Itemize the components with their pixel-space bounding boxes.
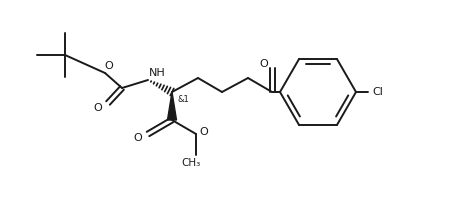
Text: &1: &1 — [177, 95, 189, 103]
Text: CH₃: CH₃ — [182, 158, 201, 168]
Text: O: O — [94, 103, 102, 113]
Text: O: O — [260, 59, 268, 69]
Text: NH: NH — [148, 68, 165, 78]
Text: Cl: Cl — [373, 87, 384, 97]
Text: O: O — [133, 133, 143, 143]
Text: O: O — [104, 61, 114, 71]
Text: O: O — [200, 127, 208, 137]
Polygon shape — [168, 92, 177, 120]
